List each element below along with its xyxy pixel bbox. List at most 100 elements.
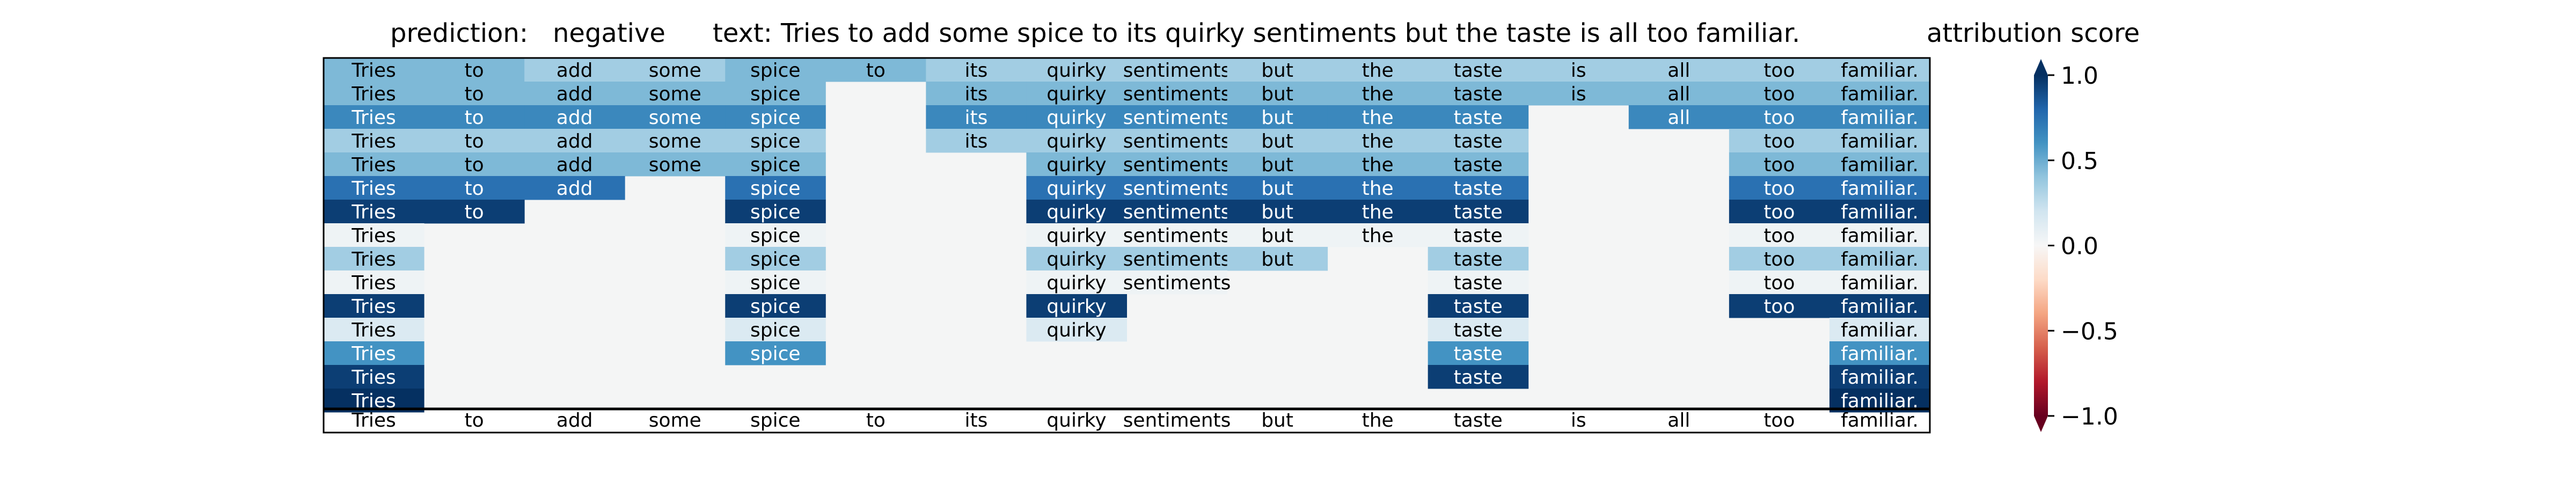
cell-token-label: to (465, 178, 484, 200)
cell-token-label: its (964, 130, 987, 152)
cell-token-label: the (1362, 130, 1394, 152)
cell-token-label: taste (1454, 60, 1503, 82)
heatmap-cell (725, 247, 826, 271)
colorbar-tick-label: 0.0 (2061, 233, 2098, 260)
cell-token-label: quirky (1046, 272, 1106, 294)
heatmap-cell (1829, 341, 1930, 365)
cell-token-label: Tries (351, 248, 396, 270)
reference-token-label: some (649, 409, 701, 431)
heatmap-cell (1227, 152, 1328, 177)
cell-token-label: too (1763, 107, 1795, 129)
cell-token-label: all (1667, 107, 1690, 129)
heatmap-cell (1327, 176, 1429, 200)
cell-token-label: spice (750, 60, 801, 82)
heatmap-cell (1428, 176, 1529, 200)
cell-token-label: quirky (1046, 83, 1106, 105)
heatmap-cell (1126, 82, 1228, 106)
cell-token-label: quirky (1046, 107, 1106, 129)
cell-token-label: but (1261, 60, 1293, 82)
heatmap-cell (324, 105, 425, 129)
heatmap-cell (1126, 176, 1228, 200)
heatmap-cell (324, 341, 425, 365)
cell-token-label: Tries (351, 107, 396, 129)
cell-token-label: too (1763, 248, 1795, 270)
heatmap-cell (825, 58, 926, 82)
heatmap-cell (1829, 365, 1930, 389)
heatmap-cell (1428, 58, 1529, 82)
heatmap-cell (1428, 318, 1529, 342)
heatmap-cell (1829, 318, 1930, 342)
cell-token-label: Tries (351, 343, 396, 365)
cell-token-label: Tries (351, 367, 396, 389)
title-text-label: text: (713, 18, 772, 48)
cell-token-label: some (649, 154, 701, 176)
cell-token-label: quirky (1046, 319, 1106, 341)
heatmap-cell (725, 223, 826, 247)
cell-token-label: taste (1454, 178, 1503, 200)
heatmap-cell (725, 270, 826, 295)
heatmap-cell (725, 176, 826, 200)
heatmap-cell (725, 105, 826, 129)
cell-token-label: Tries (351, 83, 396, 105)
heatmap-cell (324, 294, 425, 318)
cell-token-label: Tries (351, 154, 396, 176)
cell-token-label: the (1362, 225, 1394, 247)
reference-token-label: too (1763, 409, 1795, 431)
heatmap-cell (324, 176, 425, 200)
cell-token-label: all (1667, 60, 1690, 82)
cell-token-label: quirky (1046, 201, 1106, 223)
reference-token-label: taste (1454, 409, 1503, 431)
heatmap-cell (1026, 152, 1127, 177)
cell-token-label: add (557, 154, 593, 176)
title-prediction-value: negative (553, 18, 665, 48)
heatmap-cell (1528, 58, 1629, 82)
cell-token-label: quirky (1046, 178, 1106, 200)
heatmap-cell (1126, 247, 1228, 271)
cell-token-label: Tries (351, 60, 396, 82)
heatmap-cell (524, 129, 625, 153)
heatmap-cell (1327, 105, 1429, 129)
cell-token-label: but (1261, 201, 1293, 223)
cell-token-label: is (1571, 60, 1586, 82)
heatmap-cell (524, 105, 625, 129)
reference-token-label: but (1261, 409, 1293, 431)
heatmap-cell (725, 152, 826, 177)
heatmap-cell (424, 129, 525, 153)
heatmap-cell (725, 129, 826, 153)
cell-token-label: to (465, 201, 484, 223)
heatmap-cell (1729, 270, 1830, 295)
heatmap-cell (424, 152, 525, 177)
cell-token-label: add (557, 130, 593, 152)
heatmap-cell (1428, 270, 1529, 295)
cell-token-label: familiar. (1841, 272, 1919, 294)
cell-token-label: the (1362, 178, 1394, 200)
heatmap-cell (1428, 200, 1529, 224)
heatmap-cell (1126, 152, 1228, 177)
heatmap-cell (524, 82, 625, 106)
heatmap-cell (324, 129, 425, 153)
heatmap-cell (926, 58, 1027, 82)
reference-token-label: is (1571, 409, 1586, 431)
heatmap-cell (324, 270, 425, 295)
heatmap-cell (1829, 247, 1930, 271)
heatmap-cell (1528, 82, 1629, 106)
cell-token-label: but (1261, 107, 1293, 129)
cell-token-label: some (649, 107, 701, 129)
cell-token-label: familiar. (1841, 225, 1919, 247)
heatmap-cell (1729, 176, 1830, 200)
heatmap-cell (1026, 58, 1127, 82)
cell-token-label: too (1763, 201, 1795, 223)
cell-token-label: taste (1454, 130, 1503, 152)
reference-token-label: quirky (1046, 409, 1106, 431)
heatmap-cell (1829, 223, 1930, 247)
cell-token-label: taste (1454, 225, 1503, 247)
cell-token-label: but (1261, 83, 1293, 105)
cell-token-label: the (1362, 107, 1394, 129)
heatmap-cell (524, 58, 625, 82)
heatmap-cell (1026, 223, 1127, 247)
reference-token-label: to (465, 409, 484, 431)
cell-token-label: some (649, 60, 701, 82)
reference-token-label: familiar. (1841, 409, 1919, 431)
cell-token-label: but (1261, 178, 1293, 200)
heatmap-cell (524, 176, 625, 200)
